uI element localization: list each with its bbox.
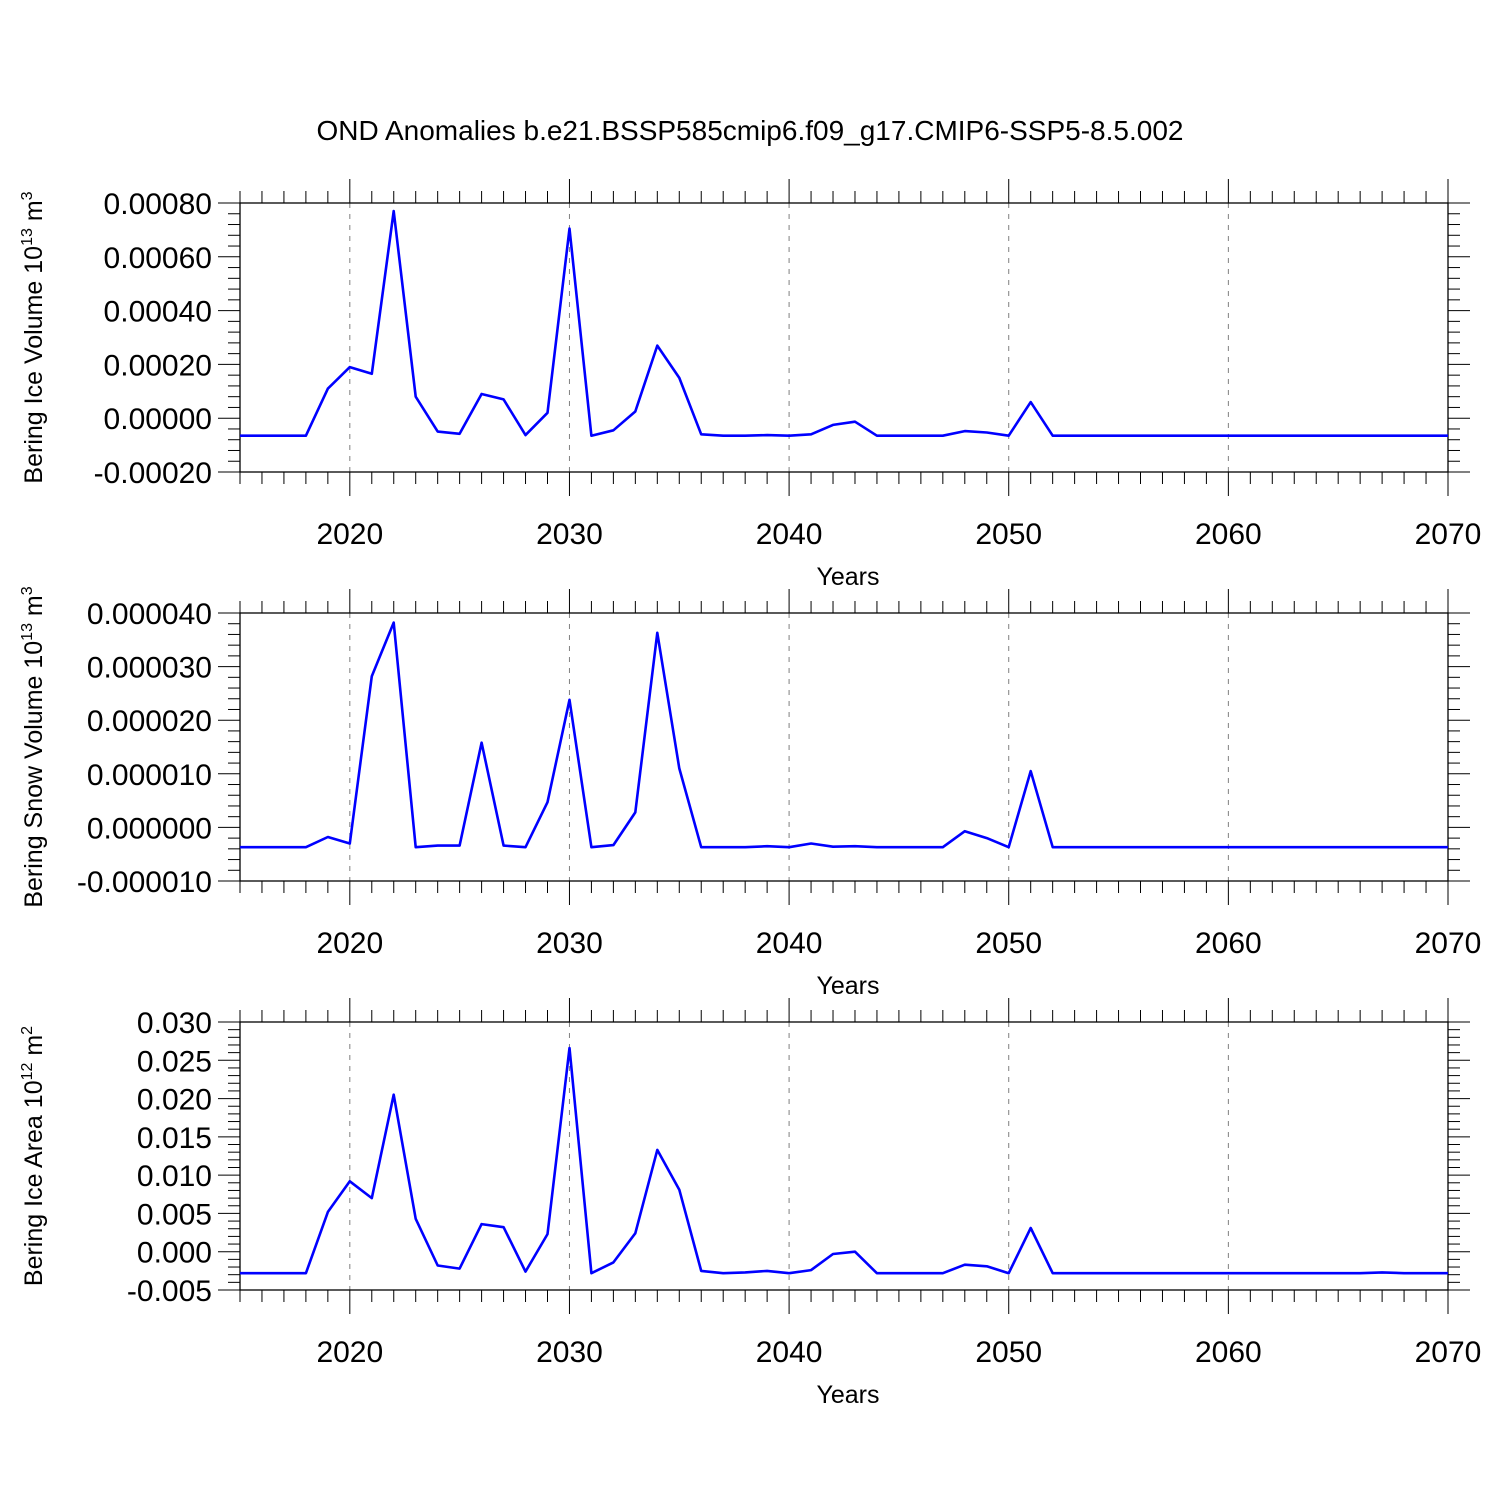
x-tick-label: 2030 <box>536 927 603 960</box>
y-tick-label: 0.00020 <box>104 349 212 382</box>
y-axis-label: Bering Snow Volume 1013 m3 <box>19 586 48 907</box>
y-axis-label: Bering Ice Volume 1013 m3 <box>19 191 48 483</box>
plot-frame <box>239 202 1449 473</box>
y-tick-label: 0.000010 <box>87 759 212 792</box>
y-tick-label: 0.00000 <box>104 403 212 436</box>
x-axis-label: Years <box>816 972 879 1000</box>
x-tick-label: 2020 <box>316 1336 383 1369</box>
series-line <box>240 621 1448 849</box>
x-tick-label: 2020 <box>316 927 383 960</box>
x-tick-label: 2040 <box>756 518 823 551</box>
x-tick-label: 2050 <box>975 518 1042 551</box>
y-tick-label: 0.000020 <box>87 705 212 738</box>
y-tick-label: 0.00060 <box>104 242 212 275</box>
y-tick-label: 0.000 <box>137 1237 212 1270</box>
y-axis-label-text: m <box>20 200 48 228</box>
x-tick-label: 2040 <box>756 927 823 960</box>
y-tick-label: 0.015 <box>137 1122 212 1155</box>
y-axis-label-text: m <box>20 1035 48 1063</box>
y-tick-label: 0.000030 <box>87 652 212 685</box>
y-tick-label: 0.020 <box>137 1084 212 1117</box>
x-tick-label: 2070 <box>1415 518 1482 551</box>
x-tick-label: 2060 <box>1195 927 1262 960</box>
x-tick-label: 2030 <box>536 518 603 551</box>
chart-panels: -0.00020 0.00000 0.00020 0.00040 0.00060 0.00… <box>19 179 1481 1409</box>
y-tick-label: 0.010 <box>137 1160 212 1193</box>
x-tick-label: 2030 <box>536 1336 603 1369</box>
plot-frame <box>239 1021 1449 1291</box>
y-axis-label-superscript: 13 <box>19 228 36 246</box>
chart-panel-1: -0.00020 0.00000 0.00020 0.00040 0.00060 0.00… <box>19 179 1481 591</box>
y-axis-label-text: m <box>20 595 48 623</box>
figure-title: OND Anomalies b.e21.BSSP585cmip6.f09_g17… <box>317 115 1184 146</box>
x-tick-label: 2060 <box>1195 1336 1262 1369</box>
y-axis-label-superscript: 3 <box>19 586 36 595</box>
y-tick-label: 0.025 <box>137 1045 212 1078</box>
y-tick-label: 0.00040 <box>104 296 212 329</box>
y-tick-label: 0.00080 <box>104 188 212 221</box>
y-axis-label-text: Bering Ice Area 10 <box>20 1080 48 1286</box>
y-tick-label: 0.030 <box>137 1007 212 1040</box>
y-tick-label: -0.005 <box>127 1275 212 1308</box>
x-tick-label: 2020 <box>316 518 383 551</box>
y-axis-label-text: Bering Ice Volume 10 <box>20 246 48 484</box>
y-tick-label: 0.000000 <box>87 812 212 845</box>
x-axis-label: Years <box>816 563 879 591</box>
series-line <box>240 1046 1448 1275</box>
y-tick-label: -0.00020 <box>94 457 212 490</box>
x-axis-label: Years <box>816 1381 879 1409</box>
y-tick-label: -0.000010 <box>77 866 212 899</box>
y-axis-label-superscript: 13 <box>19 623 36 641</box>
x-tick-label: 2060 <box>1195 518 1262 551</box>
x-tick-label: 2070 <box>1415 927 1482 960</box>
chart-panel-3: -0.005 0.000 0.005 0.010 0.015 0.020 0.025 0.03… <box>19 998 1481 1409</box>
y-axis-label-superscript: 3 <box>19 191 36 200</box>
x-tick-label: 2040 <box>756 1336 823 1369</box>
plot-frame <box>239 612 1449 882</box>
y-tick-label: 0.005 <box>137 1198 212 1231</box>
chart-panel-2: -0.000010 0.000000 0.000010 0.000020 0.00003… <box>19 586 1481 1000</box>
x-tick-label: 2050 <box>975 927 1042 960</box>
y-axis-label-text: Bering Snow Volume 10 <box>20 641 48 908</box>
x-tick-label: 2050 <box>975 1336 1042 1369</box>
x-tick-label: 2070 <box>1415 1336 1482 1369</box>
y-axis-label: Bering Ice Area 1012 m2 <box>19 1026 48 1286</box>
series-line <box>240 209 1448 438</box>
y-tick-label: 0.000040 <box>87 598 212 631</box>
y-axis-label-superscript: 2 <box>19 1026 36 1035</box>
y-axis-label-superscript: 12 <box>19 1062 36 1080</box>
